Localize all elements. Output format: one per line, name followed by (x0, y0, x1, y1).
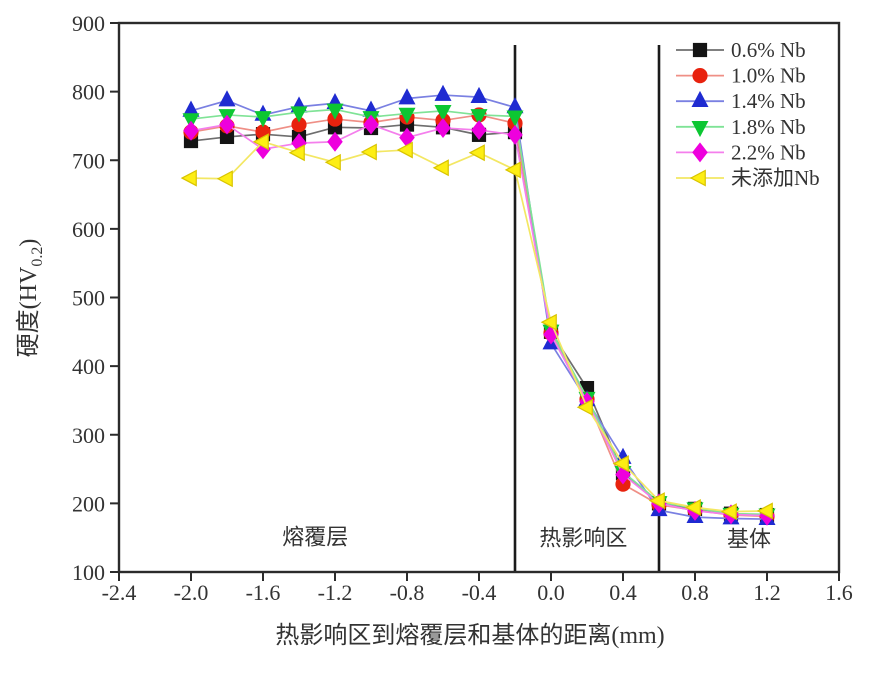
data-point-marker (363, 114, 379, 135)
data-point-marker (360, 143, 377, 161)
y-axis-title: 硬度(HV0.2) (15, 239, 46, 358)
legend-label: 2.2% Nb (731, 140, 806, 164)
x-axis: -2.4 -2.0 -1.6 -1.2 -0.8 -0.4 0.0 0.4 0.8 1.2 1.6 (102, 572, 853, 605)
data-point-marker (219, 114, 235, 135)
data-point-marker (435, 118, 451, 138)
region-label: 基体 (727, 526, 771, 551)
data-point-marker (434, 104, 452, 122)
y-tick-label: 300 (72, 423, 105, 448)
legend-label: 1.4% Nb (731, 89, 806, 113)
data-point-marker (288, 144, 305, 162)
data-point-marker (470, 109, 488, 126)
data-point-marker (468, 144, 485, 162)
legend-item: 0.6% Nb (676, 38, 806, 62)
x-tick-label: 0.8 (681, 580, 709, 605)
data-point-marker (254, 111, 272, 128)
data-point-marker (576, 398, 593, 416)
legend-item: 2.2% Nb (676, 140, 806, 164)
data-point-marker (648, 492, 665, 510)
y-tick-label: 400 (72, 354, 105, 379)
data-point-marker (692, 142, 708, 163)
data-point-marker (252, 133, 269, 151)
data-point-marker (218, 90, 236, 107)
legend-label: 1.8% Nb (731, 115, 806, 139)
data-point-marker (691, 120, 709, 138)
x-tick-label: -1.6 (246, 580, 281, 605)
legend-item: 1.8% Nb (676, 115, 806, 139)
data-point-marker (398, 88, 416, 105)
region-label: 热影响区 (539, 526, 627, 551)
data-point-marker (540, 313, 557, 331)
x-axis-title: 热影响区到熔覆层和基体的距离(mm) (275, 622, 664, 649)
data-point-marker (326, 103, 344, 120)
data-point-marker (506, 110, 524, 127)
legend-label: 未添加Nb (731, 166, 820, 190)
data-point-marker (434, 84, 452, 101)
data-point-marker (692, 42, 708, 58)
data-point-marker (324, 153, 341, 171)
y-tick-label: 900 (72, 11, 105, 36)
data-point-marker (471, 120, 487, 141)
y-tick-label: 100 (72, 560, 105, 585)
y-axis: 100 200 300 400 500 600 700 800 900 (72, 11, 119, 585)
data-point-marker (290, 106, 308, 123)
data-point-marker (507, 124, 523, 145)
legend-label: 1.0% Nb (731, 64, 806, 88)
y-tick-label: 600 (72, 217, 105, 242)
legend-label: 0.6% Nb (731, 38, 806, 62)
region-label: 熔覆层 (282, 524, 348, 549)
data-point-marker (504, 161, 521, 179)
legend-item: 未添加Nb (676, 166, 820, 190)
data-point-marker (327, 131, 343, 152)
x-tick-label: -2.0 (174, 580, 209, 605)
data-point-marker (684, 498, 701, 516)
x-tick-label: -0.4 (462, 580, 497, 605)
x-tick-label: 1.6 (825, 580, 853, 605)
x-tick-label: 0.4 (609, 580, 637, 605)
y-tick-label: 700 (72, 148, 105, 173)
data-point-marker (183, 120, 199, 141)
data-point-marker (396, 141, 413, 159)
x-tick-label: -0.8 (390, 580, 425, 605)
data-point-marker (720, 503, 737, 521)
x-tick-label: -1.2 (318, 580, 353, 605)
y-tick-label: 800 (72, 80, 105, 105)
y-tick-label: 200 (72, 491, 105, 516)
data-point-marker (432, 159, 449, 177)
x-tick-label: 0.0 (537, 580, 565, 605)
x-tick-label: 1.2 (753, 580, 781, 605)
series-未添加nb (180, 133, 773, 521)
data-point-marker (689, 169, 706, 187)
data-point-marker (612, 455, 629, 473)
data-point-marker (692, 67, 708, 84)
data-point-marker (470, 86, 488, 103)
data-point-marker (180, 169, 197, 187)
x-tick-label: -2.4 (102, 580, 137, 605)
y-tick-label: 500 (72, 286, 105, 311)
data-point-marker (398, 107, 416, 124)
legend-item: 1.0% Nb (676, 64, 806, 88)
legend-item: 1.4% Nb (676, 89, 806, 113)
data-point-marker (691, 90, 709, 108)
data-point-marker (216, 170, 233, 188)
data-point-marker (756, 502, 773, 520)
